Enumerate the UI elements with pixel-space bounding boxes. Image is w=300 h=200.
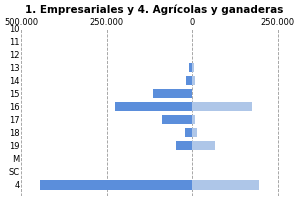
Bar bbox=[176, 141, 192, 150]
Bar bbox=[192, 115, 195, 124]
Bar bbox=[153, 89, 192, 98]
Bar bbox=[192, 76, 195, 85]
Bar bbox=[190, 63, 192, 72]
Bar bbox=[192, 102, 252, 111]
Bar bbox=[192, 141, 215, 150]
Title: 1. Empresariales y 4. Agrícolas y ganaderas: 1. Empresariales y 4. Agrícolas y ganade… bbox=[25, 4, 283, 15]
Bar bbox=[115, 102, 192, 111]
Bar bbox=[192, 180, 259, 190]
Bar bbox=[192, 128, 197, 137]
Bar bbox=[162, 115, 192, 124]
Bar bbox=[192, 63, 194, 72]
Bar bbox=[186, 76, 192, 85]
Bar bbox=[40, 180, 192, 190]
Bar bbox=[185, 128, 192, 137]
